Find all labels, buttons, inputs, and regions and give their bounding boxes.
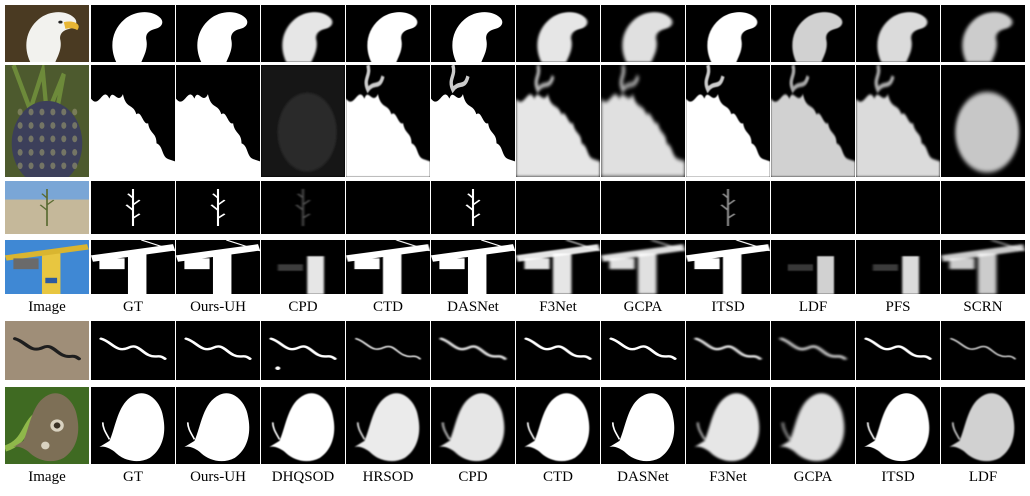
saliency-map-eagle-scrn [941,5,1025,62]
saliency-map-snake-f3net [686,321,770,380]
column-label-ctd: CTD [373,299,403,315]
column-label-ldf: LDF [968,469,998,485]
saliency-map-crane-ctd [346,240,430,294]
column-label-image: Image [28,299,66,315]
saliency-map-crane-ours-uh [176,240,260,294]
saliency-map-butterfly-dhqsod [261,387,345,464]
saliency-map-eagle-ctd [346,5,430,62]
saliency-map-butterfly-hrsod [346,387,430,464]
input-image-plant [5,181,89,234]
saliency-map-pineapple-ours-uh [176,65,260,177]
column-label-dasnet: DASNet [447,299,499,315]
saliency-map-snake-dhqsod [261,321,345,380]
column-label-image: Image [28,469,66,485]
saliency-map-pineapple-scrn [941,65,1025,177]
saliency-map-plant-f3net [516,181,600,234]
saliency-map-pineapple-dasnet [431,65,515,177]
saliency-map-snake-ours-uh [176,321,260,380]
column-label-gcpa: GCPA [623,299,663,315]
column-label-ours-uh: Ours-UH [190,299,246,315]
column-label-ours-uh: Ours-UH [190,469,246,485]
saliency-map-plant-ours-uh [176,181,260,234]
saliency-map-eagle-cpd [261,5,345,62]
saliency-map-pineapple-pfs [856,65,940,177]
saliency-map-eagle-itsd [686,5,770,62]
saliency-map-eagle-gcpa [601,5,685,62]
column-label-gt: GT [123,469,143,485]
saliency-map-snake-ctd [516,321,600,380]
saliency-map-plant-ctd [346,181,430,234]
saliency-map-butterfly-dasnet [601,387,685,464]
saliency-map-pineapple-gcpa [601,65,685,177]
input-image-crane [5,240,89,294]
column-label-dhqsod: DHQSOD [271,469,335,485]
saliency-map-butterfly-cpd [431,387,515,464]
column-label-cpd: CPD [288,299,318,315]
saliency-map-plant-pfs [856,181,940,234]
column-label-gt: GT [123,299,143,315]
saliency-map-crane-pfs [856,240,940,294]
column-label-pfs: PFS [885,299,911,315]
saliency-map-snake-hrsod [346,321,430,380]
column-label-ctd: CTD [543,469,573,485]
saliency-map-butterfly-ctd [516,387,600,464]
saliency-map-pineapple-ldf [771,65,855,177]
column-label-scrn: SCRN [963,299,1003,315]
saliency-map-crane-f3net [516,240,600,294]
saliency-map-eagle-pfs [856,5,940,62]
saliency-map-crane-dasnet [431,240,515,294]
saliency-map-eagle-ours-uh [176,5,260,62]
saliency-map-snake-dasnet [601,321,685,380]
column-label-f3net: F3Net [709,469,747,485]
column-label-itsd: ITSD [711,299,745,315]
saliency-map-plant-scrn [941,181,1025,234]
saliency-map-crane-scrn [941,240,1025,294]
input-image-eagle [5,5,89,62]
saliency-map-pineapple-itsd [686,65,770,177]
saliency-map-crane-cpd [261,240,345,294]
saliency-map-snake-gt [91,321,175,380]
saliency-map-snake-cpd [431,321,515,380]
saliency-map-plant-dasnet [431,181,515,234]
saliency-map-snake-gcpa [771,321,855,380]
input-image-butterfly [5,387,89,464]
saliency-map-eagle-f3net [516,5,600,62]
saliency-map-crane-ldf [771,240,855,294]
saliency-map-crane-gcpa [601,240,685,294]
saliency-map-snake-ldf [941,321,1025,380]
saliency-map-plant-gcpa [601,181,685,234]
column-label-gcpa: GCPA [793,469,833,485]
saliency-map-butterfly-ldf [941,387,1025,464]
column-label-dasnet: DASNet [617,469,669,485]
column-label-f3net: F3Net [539,299,577,315]
saliency-map-butterfly-gt [91,387,175,464]
saliency-map-plant-itsd [686,181,770,234]
saliency-map-pineapple-ctd [346,65,430,177]
saliency-map-crane-itsd [686,240,770,294]
saliency-map-plant-ldf [771,181,855,234]
saliency-map-plant-gt [91,181,175,234]
saliency-map-eagle-dasnet [431,5,515,62]
saliency-map-snake-itsd [856,321,940,380]
saliency-map-butterfly-f3net [686,387,770,464]
saliency-map-pineapple-f3net [516,65,600,177]
saliency-map-butterfly-ours-uh [176,387,260,464]
saliency-map-butterfly-gcpa [771,387,855,464]
saliency-map-butterfly-itsd [856,387,940,464]
column-label-ldf: LDF [798,299,828,315]
column-label-itsd: ITSD [881,469,915,485]
saliency-map-crane-gt [91,240,175,294]
column-label-hrsod: HRSOD [362,469,414,485]
saliency-map-eagle-gt [91,5,175,62]
input-image-snake [5,321,89,380]
saliency-map-pineapple-gt [91,65,175,177]
saliency-map-plant-cpd [261,181,345,234]
column-label-cpd: CPD [458,469,488,485]
saliency-map-pineapple-cpd [261,65,345,177]
input-image-pineapple [5,65,89,177]
saliency-map-eagle-ldf [771,5,855,62]
